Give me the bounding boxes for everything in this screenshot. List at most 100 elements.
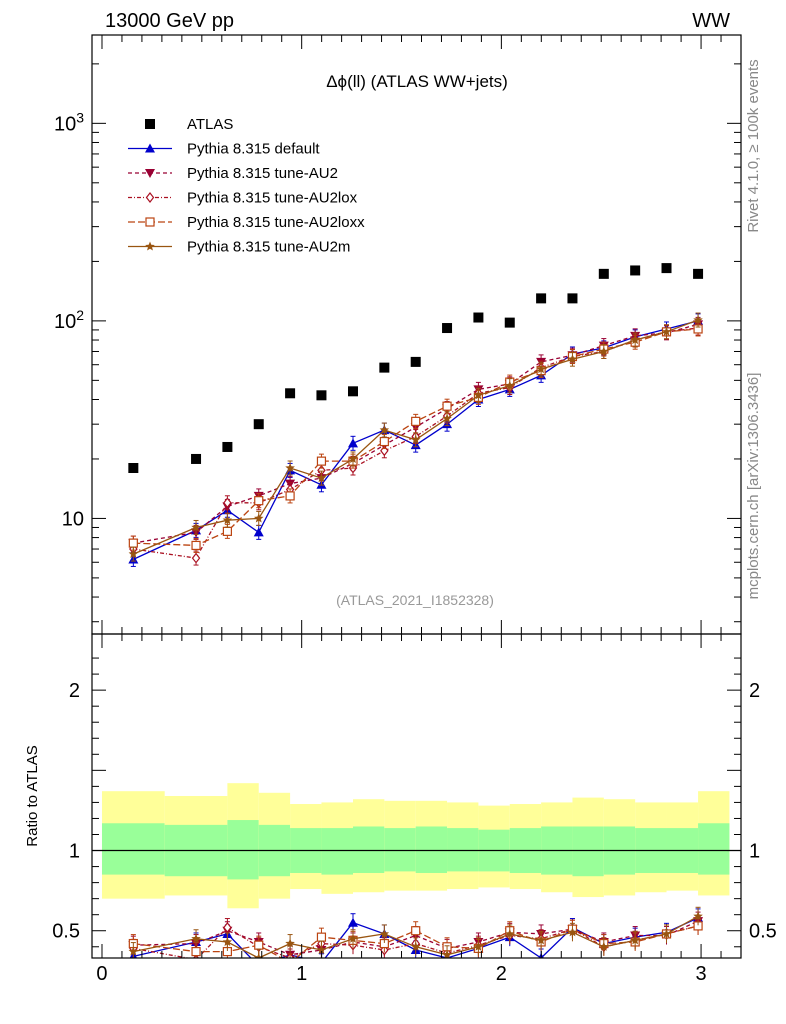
ratio-point bbox=[442, 949, 452, 958]
data-point bbox=[128, 538, 138, 548]
data-point bbox=[191, 540, 201, 551]
data-point bbox=[536, 364, 546, 374]
data-point bbox=[410, 356, 421, 367]
uncertainty-band-inner bbox=[101, 823, 165, 875]
data-point bbox=[191, 522, 201, 532]
ratio-y-tick-label: 1 bbox=[69, 841, 80, 863]
data-point bbox=[191, 552, 201, 564]
uncertainty-band-inner bbox=[384, 828, 416, 872]
ratio-point bbox=[316, 932, 327, 942]
data-point bbox=[630, 335, 640, 345]
ratio-point bbox=[693, 911, 703, 921]
uncertainty-band-inner bbox=[698, 823, 730, 875]
data-point bbox=[410, 434, 421, 444]
data-point bbox=[222, 515, 233, 525]
legend-marker bbox=[145, 143, 155, 153]
series-line-default bbox=[133, 320, 699, 560]
series-line-au2m bbox=[133, 319, 699, 555]
data-point bbox=[316, 473, 327, 483]
data-point bbox=[379, 425, 390, 435]
ratio-point bbox=[128, 946, 139, 956]
data-point bbox=[223, 497, 232, 509]
mcplots-label: mcplots.cern.ch [arXiv:1306.3436] bbox=[745, 373, 762, 600]
uncertainty-band-inner bbox=[352, 826, 385, 873]
data-point bbox=[693, 315, 703, 325]
data-point bbox=[411, 416, 421, 426]
ratio-point bbox=[316, 945, 327, 954]
ratio-point bbox=[321, 957, 322, 958]
ratio-line-au2m bbox=[133, 915, 699, 958]
data-point bbox=[473, 390, 484, 400]
rivet-label: Rivet 4.1.0, ≥ 100k events bbox=[745, 59, 762, 232]
data-point bbox=[442, 413, 452, 423]
ratio-line-default bbox=[133, 917, 699, 958]
chart-title: Δϕ(ll) (ATLAS WW+jets) bbox=[326, 72, 508, 91]
ratio-y-tick-label: 2 bbox=[69, 680, 80, 702]
data-point bbox=[661, 326, 672, 336]
x-tick-label: 2 bbox=[496, 963, 507, 985]
ratio-line-au2 bbox=[133, 920, 699, 956]
uncertainty-band-inner bbox=[227, 820, 259, 880]
data-point bbox=[128, 549, 139, 559]
series-line-au2loxx bbox=[133, 328, 699, 547]
legend-marker bbox=[145, 119, 155, 129]
data-point bbox=[253, 419, 264, 430]
uncertainty-band-inner bbox=[572, 826, 604, 877]
data-point bbox=[348, 454, 358, 463]
ratio-point bbox=[410, 941, 421, 951]
data-point bbox=[693, 268, 704, 279]
data-point bbox=[473, 312, 484, 323]
ratio-point bbox=[347, 917, 358, 927]
legend-label: Pythia 8.315 tune-AU2m bbox=[187, 239, 350, 256]
uncertainty-band-inner bbox=[321, 828, 353, 875]
ratio-point bbox=[473, 941, 484, 951]
ratio-point bbox=[191, 933, 201, 943]
y-tick-label: 103 bbox=[54, 109, 84, 135]
data-point bbox=[661, 263, 672, 274]
data-point bbox=[442, 401, 452, 411]
data-point bbox=[191, 453, 202, 464]
data-point bbox=[254, 513, 264, 523]
data-point bbox=[630, 265, 641, 276]
ratio-y-tick-label: 0.5 bbox=[52, 921, 80, 943]
ratio-point bbox=[222, 937, 233, 946]
ratio-series-au2m bbox=[128, 906, 703, 958]
legend-item-atlas: ATLAS bbox=[145, 116, 233, 133]
legend-item-default: Pythia 8.315 default bbox=[128, 141, 320, 158]
ratio-ylabel: Ratio to ATLAS bbox=[24, 745, 41, 846]
data-point bbox=[285, 388, 296, 399]
legend-label: Pythia 8.315 tune-AU2loxx bbox=[187, 214, 365, 231]
ratio-y-tick-label-right: 1 bbox=[749, 841, 760, 863]
legend: ATLAS Pythia 8.315 default Pythia 8.315 tu… bbox=[128, 116, 365, 256]
series-atlas bbox=[128, 263, 704, 474]
series-au2m bbox=[128, 312, 703, 562]
legend-item-au2loxx: Pythia 8.315 tune-AU2loxx bbox=[128, 214, 365, 231]
legend-item-au2m: Pythia 8.315 tune-AU2m bbox=[128, 239, 350, 256]
ratio-point bbox=[379, 928, 390, 938]
data-point bbox=[599, 346, 609, 356]
y-tick-label: 10 bbox=[62, 508, 84, 530]
ratio-point bbox=[191, 946, 201, 957]
data-point bbox=[222, 526, 232, 536]
uncertainty-band-inner bbox=[447, 828, 479, 872]
data-point bbox=[253, 527, 264, 537]
data-point bbox=[567, 293, 578, 304]
ratio-point bbox=[254, 961, 264, 970]
uncertainty-band-inner bbox=[415, 826, 448, 873]
x-tick-label: 1 bbox=[296, 963, 307, 985]
ratio-line-au2lox bbox=[133, 925, 699, 958]
header-right: WW bbox=[692, 10, 730, 32]
ratio-line-au2loxx bbox=[133, 925, 699, 958]
ratio-point bbox=[536, 935, 546, 945]
legend-marker bbox=[145, 192, 155, 203]
data-point bbox=[505, 380, 515, 390]
ratio-point bbox=[567, 927, 578, 937]
legend-label: Pythia 8.315 tune-AU2lox bbox=[187, 190, 358, 207]
legend-marker bbox=[145, 241, 155, 251]
y-tick-label: 102 bbox=[54, 307, 84, 333]
legend-label: Pythia 8.315 tune-AU2 bbox=[187, 165, 338, 182]
ratio-point bbox=[661, 928, 672, 938]
data-point bbox=[254, 496, 264, 506]
legend-item-au2: Pythia 8.315 tune-AU2 bbox=[128, 165, 338, 182]
